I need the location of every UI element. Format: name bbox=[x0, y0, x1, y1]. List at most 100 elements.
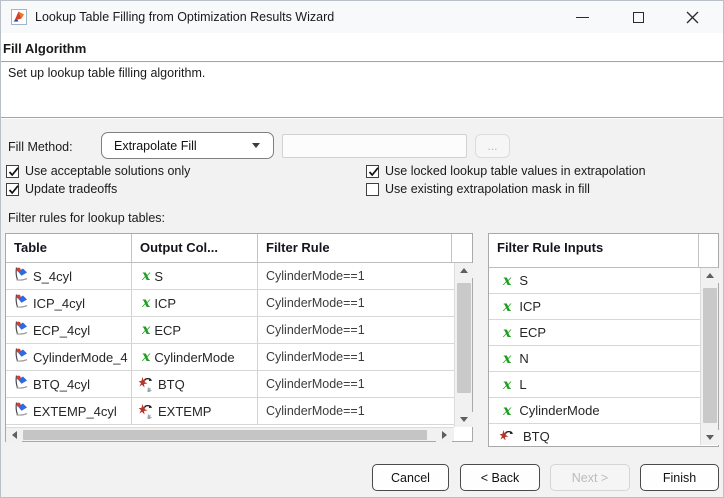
scroll-up-button[interactable] bbox=[455, 263, 473, 278]
checkbox-use-existing-mask[interactable]: Use existing extrapolation mask in fill bbox=[366, 181, 590, 197]
fill-method-extra-field[interactable] bbox=[282, 134, 467, 158]
table-name: BTQ_4cyl bbox=[33, 376, 91, 392]
arrow-down-icon bbox=[706, 435, 714, 440]
column-header-spacer bbox=[699, 234, 718, 267]
input-name: S bbox=[519, 273, 529, 288]
list-item[interactable]: x BTQ bbox=[489, 424, 700, 445]
cancel-button[interactable]: Cancel bbox=[372, 464, 449, 491]
table-row[interactable]: EXTEMP_4cyl xEXTEMP CylinderMode==1 bbox=[6, 398, 454, 425]
matlab-app-icon bbox=[11, 9, 27, 25]
page-description: Set up lookup table filling algorithm. bbox=[8, 66, 206, 80]
scrollbar-thumb[interactable] bbox=[457, 283, 471, 393]
input-icon: x bbox=[503, 272, 512, 289]
input-icon: x bbox=[503, 376, 512, 393]
column-header-spacer bbox=[452, 234, 472, 262]
column-header-filter-rule[interactable]: Filter Rule bbox=[258, 234, 452, 262]
table-name: ECP_4cyl bbox=[33, 322, 91, 338]
scrollbar-thumb[interactable] bbox=[703, 288, 717, 423]
filter-rule-value: CylinderMode==1 bbox=[266, 350, 365, 364]
maximize-button[interactable] bbox=[609, 1, 667, 33]
scroll-right-button[interactable] bbox=[436, 428, 452, 442]
output-name: ECP bbox=[154, 322, 182, 338]
lookup-table-icon bbox=[12, 401, 29, 422]
checkbox-use-acceptable-solutions[interactable]: Use acceptable solutions only bbox=[6, 163, 190, 179]
scroll-up-button[interactable] bbox=[701, 268, 719, 283]
list-item[interactable]: x ICP bbox=[489, 294, 700, 320]
scroll-left-button[interactable] bbox=[6, 428, 22, 442]
scroll-down-button[interactable] bbox=[701, 430, 719, 445]
table-row[interactable]: ICP_4cyl x ICP CylinderMode==1 bbox=[6, 290, 454, 317]
output-column-icon: x bbox=[138, 376, 154, 392]
checkbox-label: Use acceptable solutions only bbox=[25, 164, 191, 178]
minimize-button[interactable] bbox=[553, 1, 611, 33]
list-item[interactable]: x ECP bbox=[489, 320, 700, 346]
checkbox-icon bbox=[6, 182, 19, 196]
output-name: EXTEMP bbox=[158, 403, 212, 419]
header-divider bbox=[1, 61, 723, 63]
input-name: N bbox=[519, 351, 529, 366]
maximize-icon bbox=[632, 11, 644, 23]
filter-rule-value: CylinderMode==1 bbox=[266, 296, 365, 310]
window-title: Lookup Table Filling from Optimization R… bbox=[35, 10, 335, 24]
vertical-scrollbar[interactable] bbox=[454, 263, 473, 427]
output-column-icon: x bbox=[142, 295, 151, 311]
filter-rule-value: CylinderMode==1 bbox=[266, 404, 365, 418]
table-header-row: Table Output Col... Filter Rule bbox=[6, 234, 472, 263]
table-row[interactable]: ECP_4cyl x ECP CylinderMode==1 bbox=[6, 317, 454, 344]
lookup-table-icon bbox=[12, 374, 29, 395]
vertical-scrollbar[interactable] bbox=[700, 268, 719, 445]
horizontal-scrollbar[interactable] bbox=[6, 427, 454, 442]
arrow-up-icon bbox=[706, 273, 714, 278]
filter-rules-table: Table Output Col... Filter Rule S_4cyl x… bbox=[5, 233, 473, 442]
section-divider bbox=[1, 117, 723, 119]
page-title: Fill Algorithm bbox=[3, 41, 87, 56]
checkbox-label: Use existing extrapolation mask in fill bbox=[385, 182, 590, 196]
input-name: BTQ bbox=[523, 429, 550, 444]
input-icon: x bbox=[499, 429, 515, 445]
panel-header-row: Filter Rule Inputs bbox=[489, 234, 718, 268]
finish-button[interactable]: Finish bbox=[640, 464, 719, 491]
titlebar[interactable]: Lookup Table Filling from Optimization R… bbox=[1, 1, 723, 33]
list-item[interactable]: x CylinderMode bbox=[489, 398, 700, 424]
column-header-output[interactable]: Output Col... bbox=[132, 234, 258, 262]
input-icon: x bbox=[503, 298, 512, 315]
scrollbar-thumb[interactable] bbox=[23, 430, 427, 440]
scroll-down-button[interactable] bbox=[455, 412, 473, 427]
input-name: CylinderMode bbox=[519, 403, 600, 418]
minimize-icon bbox=[575, 16, 589, 18]
column-header-filter-rule-inputs[interactable]: Filter Rule Inputs bbox=[489, 234, 699, 267]
next-button[interactable]: Next > bbox=[550, 464, 630, 491]
input-name: ICP bbox=[519, 299, 542, 314]
output-name: CylinderMode bbox=[154, 349, 235, 365]
filter-rule-value: CylinderMode==1 bbox=[266, 377, 365, 391]
arrow-right-icon bbox=[441, 431, 447, 439]
fill-method-selected-value: Extrapolate Fill bbox=[114, 138, 197, 153]
column-header-table[interactable]: Table bbox=[6, 234, 132, 262]
table-row[interactable]: BTQ_4cyl xBTQ CylinderMode==1 bbox=[6, 371, 454, 398]
output-column-icon: x bbox=[138, 403, 154, 419]
checkbox-update-tradeoffs[interactable]: Update tradeoffs bbox=[6, 181, 117, 197]
table-name: EXTEMP_4cyl bbox=[33, 403, 117, 419]
output-name: ICP bbox=[154, 295, 177, 311]
browse-button[interactable]: ... bbox=[475, 134, 510, 158]
input-icon: x bbox=[503, 350, 512, 367]
lookup-table-icon bbox=[12, 293, 29, 314]
close-button[interactable] bbox=[663, 1, 721, 33]
fill-method-label: Fill Method: bbox=[8, 140, 73, 154]
table-row[interactable]: CylinderMode_4 x CylinderMode CylinderMod… bbox=[6, 344, 454, 371]
output-name: BTQ bbox=[158, 376, 185, 392]
checkbox-use-locked-values[interactable]: Use locked lookup table values in extrap… bbox=[366, 163, 646, 179]
checkbox-icon bbox=[6, 164, 19, 178]
arrow-left-icon bbox=[11, 431, 17, 439]
fill-method-dropdown[interactable]: Extrapolate Fill bbox=[101, 132, 274, 159]
back-button[interactable]: < Back bbox=[460, 464, 540, 491]
table-name: CylinderMode_4 bbox=[33, 349, 128, 365]
